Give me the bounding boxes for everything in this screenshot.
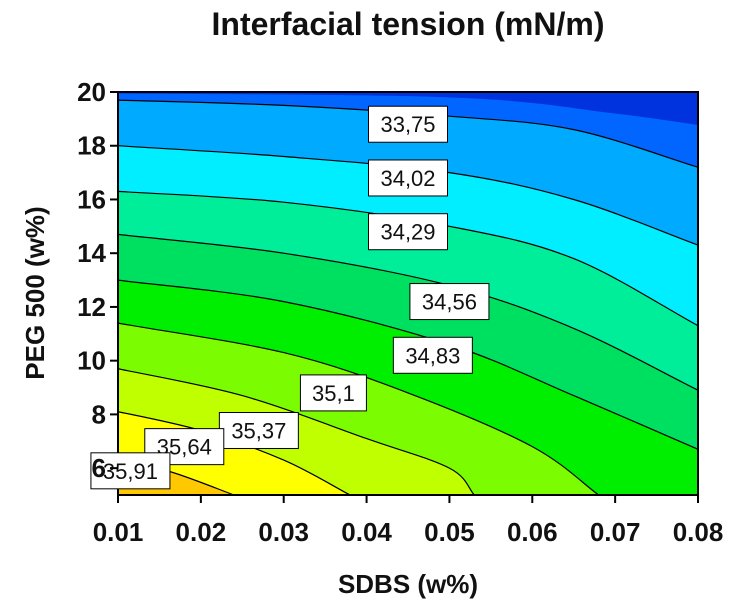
contour-line [118, 456, 236, 495]
x-tick-label: 0.01 [93, 517, 144, 547]
contour-line [118, 368, 476, 495]
chart-title: Interfacial tension (mN/m) [211, 6, 605, 42]
x-tick-label: 0.07 [590, 517, 641, 547]
contour-label-box [90, 452, 171, 490]
y-tick-label: 12 [77, 292, 106, 322]
contour-line [118, 145, 698, 246]
x-tick-label: 0.05 [424, 517, 475, 547]
contour-line [118, 190, 698, 327]
x-tick-label: 0.08 [673, 517, 724, 547]
contour-label: 35,91 [103, 459, 158, 484]
plot-frame [117, 91, 699, 496]
contour-line [118, 322, 600, 495]
contour-label: 34,29 [380, 220, 435, 245]
y-tick-label: 6 [92, 453, 106, 483]
contour-label-box [368, 213, 448, 251]
contour-label: 34,83 [405, 343, 460, 368]
contour-label-box [409, 283, 490, 321]
contour-label: 34,02 [380, 166, 435, 191]
contour-label: 35,1 [312, 381, 355, 406]
y-tick-label: 8 [92, 399, 106, 429]
contour-label-box [368, 105, 448, 143]
y-tick-label: 20 [77, 77, 106, 107]
x-tick-label: 0.03 [258, 517, 309, 547]
contour-label-box [368, 159, 448, 197]
x-axis-label: SDBS (w%) [338, 569, 478, 599]
contour-label-box [144, 428, 225, 466]
x-tick-label: 0.06 [507, 517, 558, 547]
y-tick-label: 16 [77, 184, 106, 214]
contour-label-box [299, 374, 367, 412]
contour-label: 34,56 [422, 290, 477, 315]
y-tick-label: 14 [77, 238, 106, 268]
contour-label: 35,37 [231, 419, 286, 444]
contour-label-box [218, 412, 299, 450]
contour-line [118, 99, 698, 168]
contour-label-box [392, 336, 473, 374]
x-tick-label: 0.02 [176, 517, 227, 547]
y-axis-label: PEG 500 (w%) [20, 206, 50, 379]
y-tick-label: 10 [77, 346, 106, 376]
contour-label: 33,75 [380, 112, 435, 137]
x-tick-label: 0.04 [341, 517, 392, 547]
y-tick-label: 18 [77, 131, 106, 161]
